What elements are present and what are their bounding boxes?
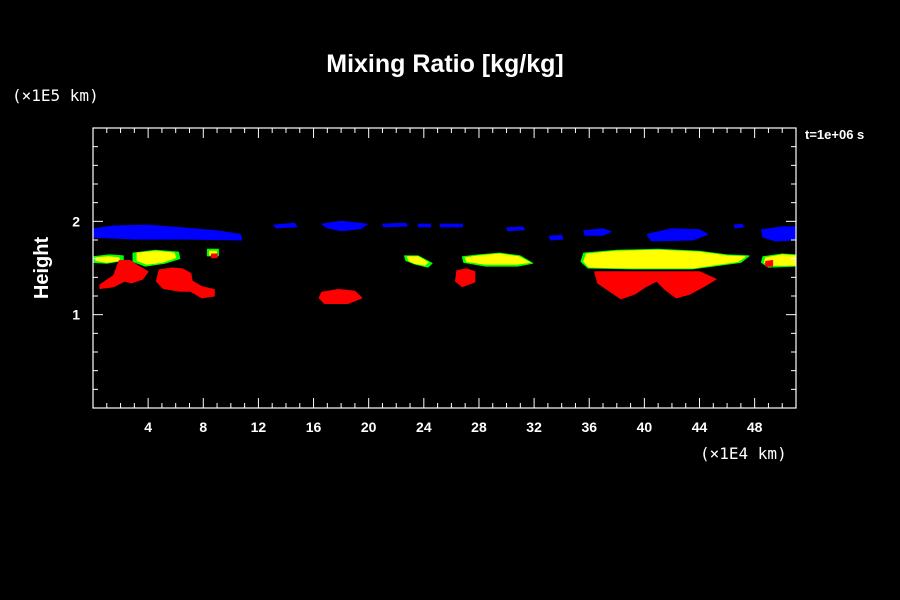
region-blue-4 bbox=[417, 223, 432, 228]
region-blue-6 bbox=[506, 226, 525, 232]
x-tick-label: 12 bbox=[251, 419, 267, 435]
x-tick-label: 24 bbox=[416, 419, 432, 435]
x-tick-label: 32 bbox=[526, 419, 542, 435]
region-red-31 bbox=[594, 271, 717, 300]
data-regions bbox=[92, 220, 797, 304]
x-tick-label: 40 bbox=[637, 419, 653, 435]
x-tick-label: 28 bbox=[471, 419, 487, 435]
region-red-26 bbox=[99, 260, 149, 289]
region-blue-3 bbox=[382, 222, 408, 228]
region-yellow-22 bbox=[406, 256, 429, 266]
y-axis-label: Height bbox=[31, 237, 53, 300]
region-blue-5 bbox=[439, 223, 463, 228]
region-blue-0 bbox=[92, 224, 243, 241]
region-red-32 bbox=[765, 260, 774, 267]
x-tick-label: 4 bbox=[144, 419, 152, 435]
region-blue-10 bbox=[733, 223, 745, 229]
region-red-28 bbox=[211, 253, 218, 259]
x-tick-label: 16 bbox=[306, 419, 322, 435]
region-red-27 bbox=[155, 267, 215, 299]
region-blue-8 bbox=[583, 228, 612, 236]
region-blue-9 bbox=[646, 228, 709, 242]
region-blue-11 bbox=[761, 226, 797, 242]
region-yellow-23 bbox=[464, 253, 531, 265]
x-axis-unit: (×1E4 km) bbox=[700, 444, 787, 463]
region-yellow-24 bbox=[583, 249, 746, 269]
x-tick-label: 20 bbox=[361, 419, 377, 435]
x-tick-label: 8 bbox=[199, 419, 207, 435]
region-red-30 bbox=[455, 268, 476, 288]
x-tick-label: 36 bbox=[581, 419, 597, 435]
y-tick-label: 2 bbox=[72, 213, 80, 229]
region-yellow-20 bbox=[136, 250, 177, 265]
chart-title: Mixing Ratio [kg/kg] bbox=[326, 50, 564, 78]
x-tick-label: 44 bbox=[692, 419, 708, 435]
region-blue-2 bbox=[321, 220, 368, 232]
time-label: t=1e+06 s bbox=[805, 127, 864, 142]
y-tick-label: 1 bbox=[72, 307, 80, 323]
y-axis-unit: (×1E5 km) bbox=[12, 86, 99, 105]
plot-frame bbox=[92, 127, 797, 409]
region-blue-7 bbox=[548, 234, 564, 241]
region-red-29 bbox=[318, 289, 363, 304]
region-blue-1 bbox=[273, 222, 298, 229]
x-tick-label: 48 bbox=[747, 419, 763, 435]
